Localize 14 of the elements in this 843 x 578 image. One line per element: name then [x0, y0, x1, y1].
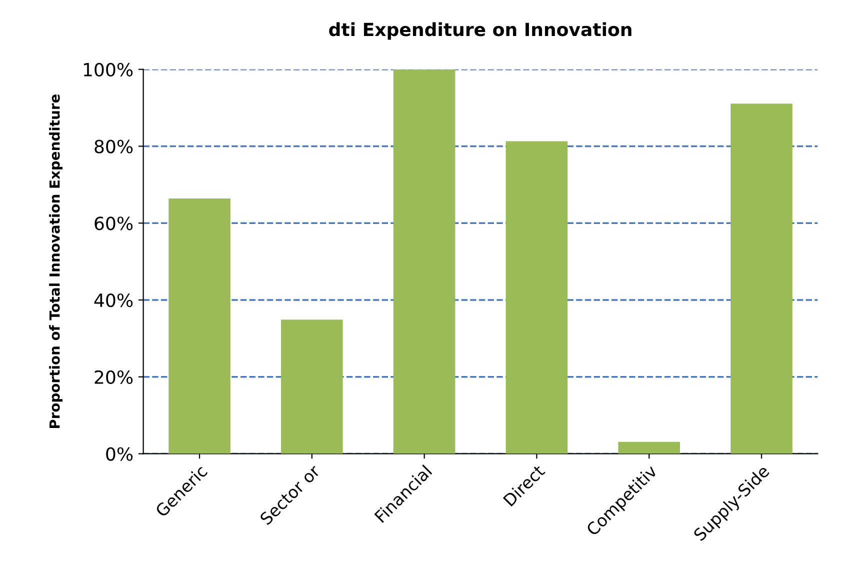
bar [730, 104, 792, 454]
y-tick-label: 80% [94, 140, 133, 154]
y-tick-label: 0% [106, 447, 133, 461]
bar [281, 320, 343, 454]
bar [506, 141, 568, 454]
y-tick-label: 60% [94, 216, 133, 230]
y-tick-label: 40% [94, 293, 133, 308]
chart-title: dti Expenditure on Innovation [329, 22, 632, 40]
bar [168, 198, 230, 454]
y-tick-label: 20% [94, 370, 133, 384]
bar [393, 69, 456, 454]
bar [618, 442, 680, 454]
y-axis-title: Proportion of Total Innovation Expenditure [49, 94, 63, 428]
y-tick-label: 100% [84, 62, 133, 76]
